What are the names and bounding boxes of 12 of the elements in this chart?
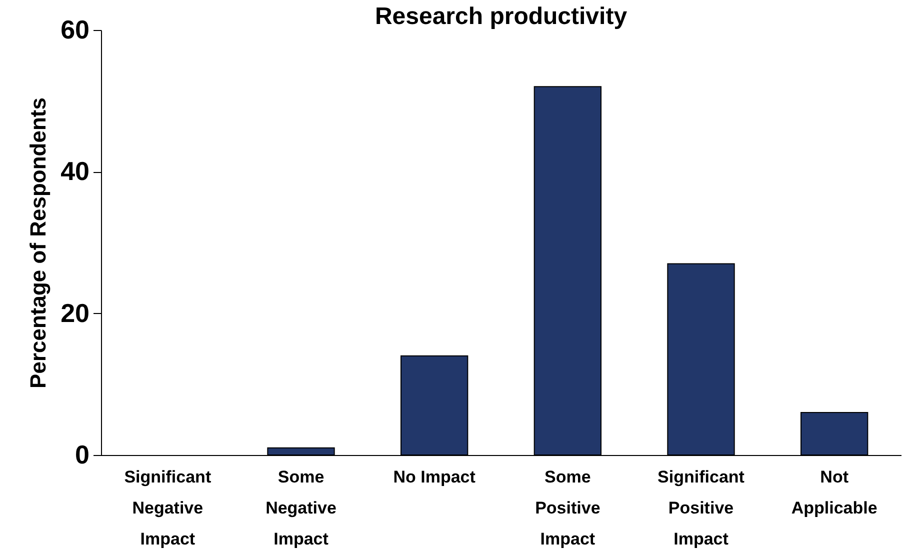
y-axis-title: Percentage of Respondents <box>26 98 51 388</box>
x-tick-label: Some Positive Impact <box>535 468 600 548</box>
y-tick-label: 20 <box>60 298 90 328</box>
y-tick-label: 0 <box>75 440 90 470</box>
x-tick-label: Not Applicable <box>791 468 878 518</box>
x-tick-label: Some Negative Impact <box>266 468 336 548</box>
chart-title: Research productivity <box>374 3 628 30</box>
y-tick-label: 40 <box>60 156 90 186</box>
y-tick-label: 60 <box>60 14 90 44</box>
x-tick-label: Significant Positive Impact <box>658 468 745 548</box>
x-tick-label: Significant Negative Impact <box>124 468 212 548</box>
x-tick-label: No Impact <box>393 468 476 486</box>
